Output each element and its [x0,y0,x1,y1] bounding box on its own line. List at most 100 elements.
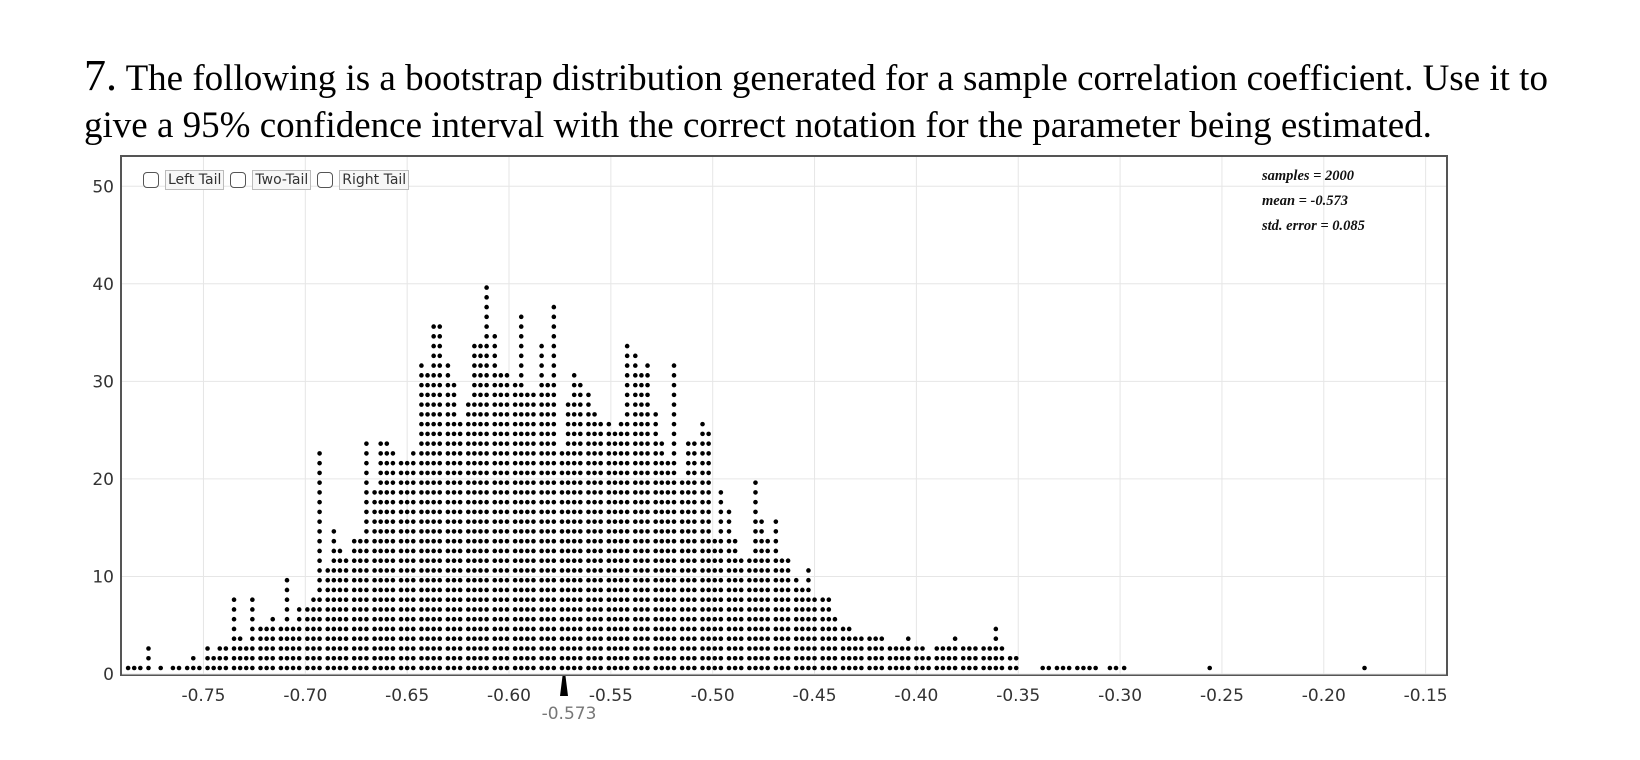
data-dot [378,607,383,612]
data-dot [820,665,826,671]
data-dot [457,480,463,485]
data-dot [518,412,524,417]
data-dot [578,568,583,573]
data-dot [665,470,671,476]
data-dot [1113,665,1119,671]
data-dot [419,509,424,515]
two-tail-checkbox[interactable] [230,172,247,188]
data-dot [692,626,697,632]
data-dot [618,460,624,466]
data-dot [551,568,557,573]
data-dot [425,421,430,427]
data-dot [952,655,958,661]
data-dot [551,402,557,407]
data-dot [518,529,524,534]
data-dot [671,480,677,485]
data-dot [478,646,483,651]
data-dot [504,538,510,544]
data-dot [492,490,498,495]
data-dot [578,597,583,603]
data-dot [457,431,463,437]
data-dot [539,480,544,485]
data-dot [592,538,597,544]
data-dot [706,538,711,544]
data-dot [665,626,671,632]
data-dot [612,568,618,573]
data-dot [331,665,337,671]
data-dot [305,655,310,661]
data-dot [465,626,471,632]
left-tail-toggle[interactable]: Left Tail [143,170,225,190]
data-dot [645,441,650,446]
left-tail-checkbox[interactable] [143,172,159,188]
data-dot [551,431,557,437]
dot-stack [217,646,223,671]
data-dot [726,538,732,544]
data-dot [571,529,577,534]
data-dot [384,597,390,603]
data-dot [431,597,436,603]
data-dot [484,548,489,554]
data-dot [531,577,536,583]
data-dot [806,665,811,671]
data-dot [624,597,630,603]
data-dot [331,607,337,612]
data-dot [967,655,972,661]
data-dot [639,646,644,651]
data-dot [753,626,758,632]
data-dot [358,538,363,544]
dot-stack [1121,665,1127,671]
data-dot [484,334,489,339]
data-dot [659,655,665,661]
x-tick-label: -0.35 [996,686,1040,706]
data-dot [618,451,624,456]
dot-stack [967,646,972,671]
data-dot [398,548,404,554]
data-dot [472,616,477,622]
dot-stack [946,646,952,671]
data-dot [378,646,383,651]
data-dot [999,646,1005,651]
y-tick-label: 0 [103,665,114,685]
two-tail-toggle[interactable]: Two-Tail [230,170,312,190]
data-dot [685,470,691,476]
left-tail-label[interactable]: Left Tail [165,170,225,190]
data-dot [437,431,443,437]
dot-stack [571,373,577,671]
data-dot [512,392,518,398]
data-dot [498,519,504,524]
data-dot [753,655,758,661]
data-dot [539,363,544,368]
data-dot [305,665,310,671]
two-tail-label[interactable]: Two-Tail [252,170,312,190]
right-tail-toggle[interactable]: Right Tail [317,170,410,190]
data-dot [531,460,536,466]
data-dot [840,646,846,651]
data-dot [571,616,577,622]
data-dot [578,607,583,612]
data-dot [278,626,284,632]
data-dot [351,587,357,593]
data-dot [685,646,691,651]
data-dot [492,343,498,349]
data-dot [437,402,443,407]
data-dot [692,616,697,622]
data-dot [492,412,498,417]
data-dot [390,548,396,554]
data-dot [410,529,416,534]
data-dot [296,607,302,612]
data-dot [606,499,612,505]
data-dot [331,636,337,642]
data-dot [624,626,630,632]
data-dot [765,655,771,661]
data-dot [692,480,697,485]
data-dot [645,636,650,642]
data-dot [598,646,603,651]
dot-stack [484,285,489,671]
data-dot [551,373,557,378]
data-dot [512,460,518,466]
right-tail-checkbox[interactable] [317,172,334,188]
data-dot [445,421,451,427]
right-tail-label[interactable]: Right Tail [339,170,410,190]
data-dot [592,646,597,651]
